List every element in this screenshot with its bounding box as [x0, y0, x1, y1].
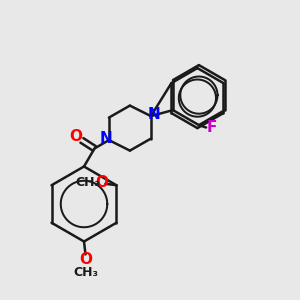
Circle shape	[163, 64, 232, 133]
Text: CH₃: CH₃	[73, 266, 98, 280]
Text: N: N	[148, 107, 160, 122]
Text: CH₃: CH₃	[75, 176, 100, 189]
Text: N: N	[100, 131, 112, 146]
Text: O: O	[69, 129, 82, 144]
Text: F: F	[206, 120, 217, 135]
Text: O: O	[95, 175, 108, 190]
Text: O: O	[79, 252, 92, 267]
Circle shape	[177, 78, 218, 118]
